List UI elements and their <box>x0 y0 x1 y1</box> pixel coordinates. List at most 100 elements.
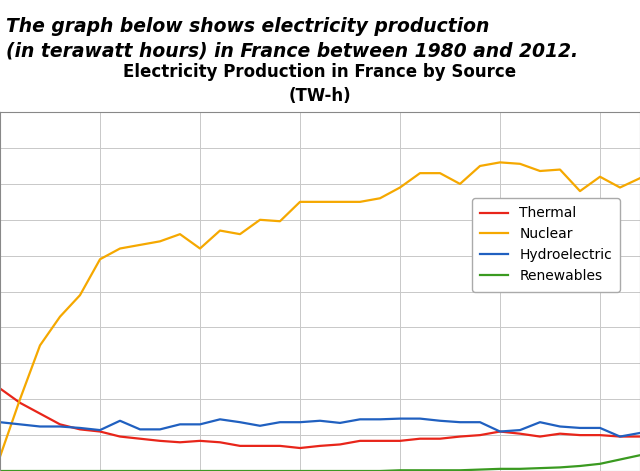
Nuclear <box>96 256 104 262</box>
Renewables <box>376 468 384 471</box>
Nuclear <box>36 342 44 348</box>
Hydroelectric <box>356 416 364 422</box>
Nuclear <box>76 292 84 298</box>
Hydroelectric <box>216 416 224 422</box>
Nuclear <box>456 181 464 187</box>
Nuclear <box>576 188 584 194</box>
Nuclear <box>496 160 504 165</box>
Renewables <box>516 466 524 471</box>
Nuclear <box>136 242 144 248</box>
Renewables <box>636 452 640 458</box>
Hydroelectric <box>456 419 464 425</box>
Hydroelectric <box>556 424 564 430</box>
Renewables <box>336 468 344 471</box>
Renewables <box>196 468 204 471</box>
Renewables <box>136 468 144 471</box>
Thermal <box>156 438 164 444</box>
Nuclear <box>176 231 184 237</box>
Hydroelectric <box>116 418 124 423</box>
Nuclear <box>376 195 384 201</box>
Nuclear <box>396 185 404 190</box>
Line: Nuclear: Nuclear <box>0 162 640 457</box>
Nuclear <box>336 199 344 205</box>
Hydroelectric <box>316 418 324 423</box>
Hydroelectric <box>156 427 164 432</box>
Thermal <box>576 432 584 438</box>
Renewables <box>536 465 544 471</box>
Renewables <box>156 468 164 471</box>
Thermal <box>616 434 624 439</box>
Hydroelectric <box>0 419 4 425</box>
Renewables <box>56 468 64 471</box>
Nuclear <box>636 175 640 181</box>
Hydroelectric <box>56 424 64 430</box>
Hydroelectric <box>36 424 44 430</box>
Hydroelectric <box>276 419 284 425</box>
Nuclear <box>416 171 424 176</box>
Nuclear <box>516 161 524 167</box>
Hydroelectric <box>576 425 584 431</box>
Hydroelectric <box>76 425 84 431</box>
Nuclear <box>276 219 284 224</box>
Renewables <box>496 466 504 471</box>
Hydroelectric <box>256 423 264 429</box>
Thermal <box>476 432 484 438</box>
Renewables <box>96 468 104 471</box>
Nuclear <box>596 174 604 179</box>
Nuclear <box>16 397 24 402</box>
Hydroelectric <box>596 425 604 431</box>
Renewables <box>256 468 264 471</box>
Thermal <box>176 439 184 445</box>
Hydroelectric <box>416 416 424 422</box>
Renewables <box>116 468 124 471</box>
Nuclear <box>156 238 164 244</box>
Hydroelectric <box>176 422 184 427</box>
Thermal <box>236 443 244 449</box>
Thermal <box>136 436 144 441</box>
Hydroelectric <box>236 419 244 425</box>
Nuclear <box>436 171 444 176</box>
Hydroelectric <box>296 419 304 425</box>
Text: The graph below shows electricity production
(in terawatt hours) in France betwe: The graph below shows electricity produc… <box>6 17 579 60</box>
Thermal <box>416 436 424 441</box>
Line: Hydroelectric: Hydroelectric <box>0 419 640 437</box>
Thermal <box>96 429 104 434</box>
Renewables <box>16 468 24 471</box>
Renewables <box>36 468 44 471</box>
Thermal <box>256 443 264 449</box>
Thermal <box>316 443 324 449</box>
Nuclear <box>256 217 264 223</box>
Nuclear <box>216 228 224 234</box>
Renewables <box>616 457 624 463</box>
Hydroelectric <box>336 420 344 426</box>
Nuclear <box>0 454 4 460</box>
Thermal <box>16 400 24 406</box>
Thermal <box>496 429 504 434</box>
Thermal <box>556 431 564 437</box>
Nuclear <box>556 167 564 172</box>
Hydroelectric <box>536 419 544 425</box>
Nuclear <box>616 185 624 190</box>
Renewables <box>76 468 84 471</box>
Renewables <box>176 468 184 471</box>
Nuclear <box>536 168 544 174</box>
Thermal <box>636 434 640 439</box>
Thermal <box>376 438 384 444</box>
Nuclear <box>56 314 64 319</box>
Thermal <box>196 438 204 444</box>
Hydroelectric <box>136 427 144 432</box>
Renewables <box>356 468 364 471</box>
Renewables <box>276 468 284 471</box>
Thermal <box>596 432 604 438</box>
Thermal <box>116 434 124 439</box>
Thermal <box>36 411 44 416</box>
Renewables <box>576 463 584 469</box>
Nuclear <box>356 199 364 205</box>
Thermal <box>436 436 444 441</box>
Renewables <box>0 468 4 471</box>
Nuclear <box>476 163 484 169</box>
Hydroelectric <box>436 418 444 423</box>
Legend: Thermal, Nuclear, Hydroelectric, Renewables: Thermal, Nuclear, Hydroelectric, Renewab… <box>472 198 620 292</box>
Line: Thermal: Thermal <box>0 389 640 448</box>
Thermal <box>0 386 4 391</box>
